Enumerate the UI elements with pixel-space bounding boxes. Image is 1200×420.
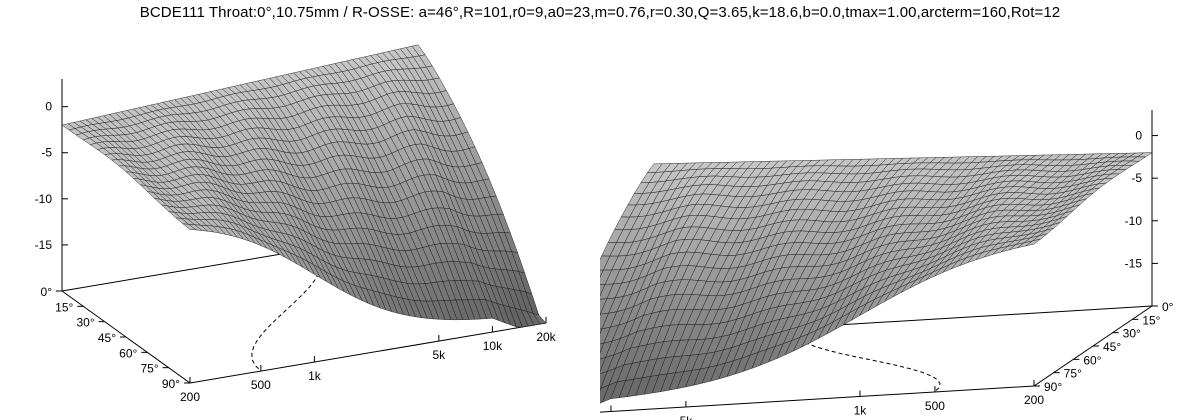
angle-axis-ticks: 0°15°30°45°60°75°90° <box>1034 300 1174 394</box>
angle-tick-label: 75° <box>141 362 159 376</box>
surface-cell <box>182 223 197 231</box>
z-axis-ticks: 0 -5 -10 -15 <box>35 100 68 252</box>
angle-tick-label: 60° <box>1083 353 1101 367</box>
freq-tick-label: 20k <box>536 330 556 344</box>
freq-tick-label: 1k <box>308 369 322 383</box>
angle-tick-label: 15° <box>1142 313 1160 327</box>
angle-tick-label: 90° <box>162 377 180 391</box>
angle-tick-label: 30° <box>77 316 95 330</box>
surface-cell <box>600 255 611 271</box>
surface-plot-left: 0 -5 -10 -15 0°15° 30°45°60° 75°90°200 500 1k 5k 1… <box>35 44 557 404</box>
freq-tick-label: 5k <box>680 414 694 420</box>
freq-tick-label: 10k <box>601 418 621 420</box>
surface-cell <box>600 269 604 278</box>
surface-cell <box>600 328 603 335</box>
z-tick-label: -15 <box>1125 256 1143 270</box>
z-tick-label: 0 <box>45 100 52 114</box>
surface-cell <box>600 357 606 373</box>
surface-cell <box>600 343 604 354</box>
angle-tick-label: 90° <box>1044 380 1062 394</box>
chart-title: BCDE111 Throat:0°,10.75mm / R-OSSE: a=46… <box>139 4 1061 21</box>
surface-cell <box>600 371 608 389</box>
freq-tick-label: 5k <box>432 348 446 362</box>
surface-cell <box>600 298 608 315</box>
surface-cell <box>600 283 614 300</box>
angle-tick-label: 60° <box>119 346 137 360</box>
surface-cell <box>600 312 609 330</box>
angle-tick-label: 30° <box>1123 327 1141 341</box>
z-axis-ticks: 0 -5 -10 -15 <box>1125 129 1158 270</box>
z-tick-label: -10 <box>35 192 53 206</box>
freq-axis-line <box>189 322 547 384</box>
z-tick-label: -5 <box>41 146 52 160</box>
angle-tick-label: 45° <box>98 331 116 345</box>
surface-plot-right: 0 -5 -10 -15 0°15°30°45°60°75°90°200 500 1k 5k 1… <box>600 110 1174 420</box>
freq-tick-label: 200 <box>180 390 200 404</box>
surface-cell <box>600 269 612 285</box>
surface-mesh <box>600 152 1153 404</box>
freq-tick-label: 500 <box>251 378 271 392</box>
angle-axis-ticks: 0°15° 30°45°60° 75°90° <box>41 285 190 391</box>
z-tick-label: -10 <box>1125 214 1143 228</box>
z-tick-label: -15 <box>35 238 53 252</box>
surface-cell <box>600 354 615 375</box>
z-tick-label: -5 <box>1131 171 1142 185</box>
angle-tick-label: 45° <box>1103 340 1121 354</box>
freq-tick-label: 1k <box>854 403 868 417</box>
surface-cell <box>600 327 611 345</box>
angle-tick-label: 0° <box>41 285 53 299</box>
surface-cell <box>600 388 601 391</box>
base-contour <box>251 248 322 372</box>
surface-mesh <box>61 44 547 328</box>
freq-axis-line <box>600 385 1035 413</box>
angle-tick-label: 15° <box>55 300 73 314</box>
angle-tick-label: 0° <box>1162 300 1174 314</box>
freq-tick-label: 500 <box>925 399 945 413</box>
freq-axis-ticks: 200 500 1k 5k 10k 20k <box>180 317 557 404</box>
surface-cell <box>600 384 610 404</box>
angle-tick-label: 75° <box>1064 367 1082 381</box>
freq-tick-label: 200 <box>1024 393 1044 407</box>
freq-tick-label: 10k <box>483 339 503 353</box>
surface-cell <box>600 284 606 297</box>
z-tick-label: 0 <box>1135 129 1142 143</box>
